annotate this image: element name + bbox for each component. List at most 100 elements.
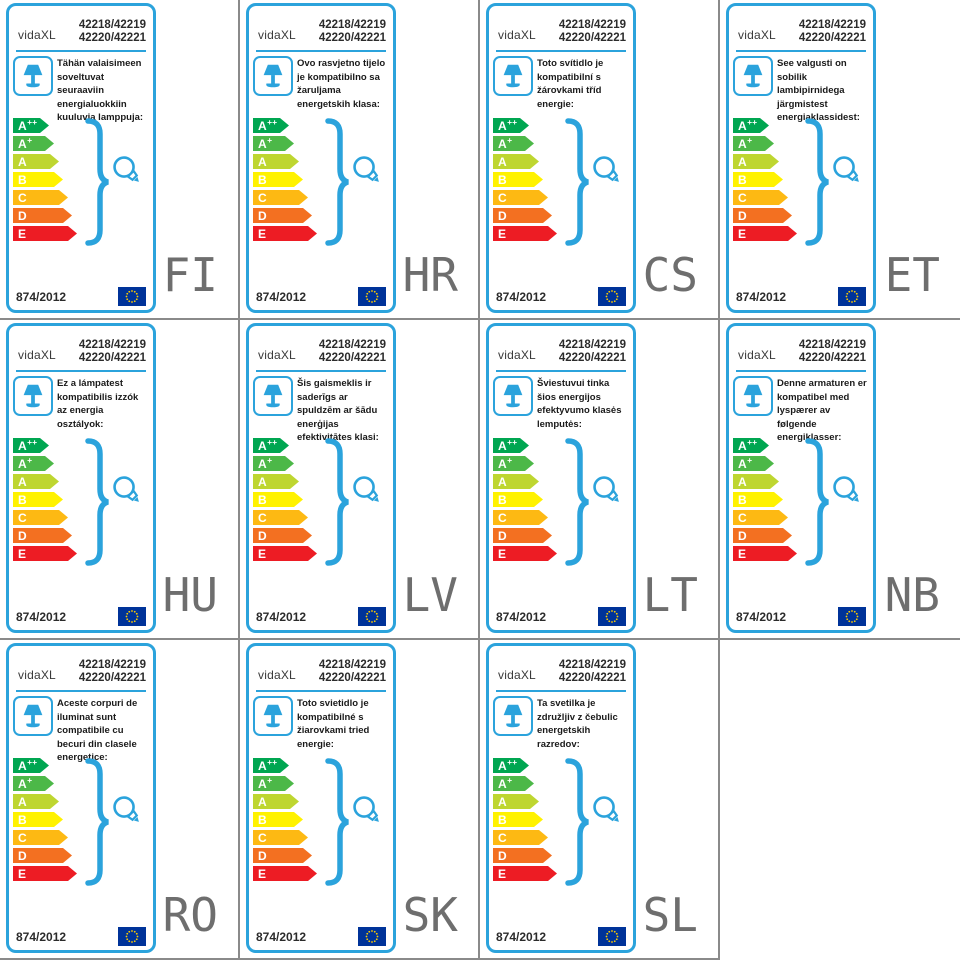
light-bulb-icon (593, 476, 619, 502)
light-bulb-icon (113, 156, 139, 182)
energy-class-letter: E (258, 226, 267, 241)
label-footer: 874/2012 (496, 287, 626, 306)
energy-class-arrow-a+: A + (253, 456, 294, 471)
energy-class-letter: A (258, 118, 267, 133)
energy-class-letter: C (498, 830, 507, 845)
model-numbers-line1: 42218/42219 (798, 339, 866, 351)
energy-class-arrow-a: A (13, 154, 59, 169)
label-cell: vidaXL 42218/42219 42220/42221 Toto svie… (240, 640, 480, 960)
model-numbers-line2: 42220/42221 (78, 32, 146, 44)
label-cell: vidaXL 42218/42219 42220/42221 Toto svít… (480, 0, 720, 320)
energy-class-letter: A (18, 758, 27, 773)
energy-class-sup: + (27, 135, 33, 146)
model-numbers-line1: 42218/42219 (78, 659, 146, 671)
energy-class-letter: B (498, 812, 507, 827)
energy-class-arrows: A ++ A + A B C D E (733, 118, 873, 241)
energy-class-arrows: A ++ A + A B C D E (493, 758, 633, 881)
model-numbers-line2: 42220/42221 (798, 352, 866, 364)
energy-class-letter: C (738, 510, 747, 525)
empty-cell (720, 640, 960, 960)
energy-class-arrow-a: A (493, 474, 539, 489)
energy-class-arrow-b: B (253, 812, 303, 827)
eu-flag-icon (358, 287, 386, 306)
energy-class-scale: A ++ A + A B C D E (13, 118, 153, 248)
energy-class-letter: A (18, 118, 27, 133)
header-divider (256, 50, 386, 52)
energy-class-sup: ++ (267, 757, 278, 768)
language-code: RO (162, 888, 218, 942)
model-numbers: 42218/42219 42220/42221 (799, 19, 866, 47)
energy-class-letter: A (258, 758, 267, 773)
description-row: Ovo rasvjetno tijelo je kompatibilno sa … (253, 56, 390, 120)
label-cell: vidaXL 42218/42219 42220/42221 Šviestuvu… (480, 320, 720, 640)
energy-class-letter: A (18, 456, 27, 471)
energy-class-arrow-a++: A ++ (493, 758, 529, 773)
energy-class-arrow-c: C (13, 830, 68, 845)
curly-brace (85, 438, 109, 566)
table-lamp-icon (493, 376, 533, 416)
brand-text: vidaXL (18, 348, 56, 362)
energy-class-arrow-e: E (13, 866, 77, 881)
compatibility-text: Ta svetilka je združljiv z čebulic energ… (537, 698, 618, 750)
energy-class-sup: + (27, 455, 33, 466)
energy-class-arrow-a: A (253, 794, 299, 809)
energy-class-arrow-d: D (253, 528, 312, 543)
eu-flag-icon (118, 607, 146, 626)
energy-class-letter: A (498, 456, 507, 471)
eu-flag-icon (598, 927, 626, 946)
compatibility-text: Denne armaturen er kompatibel med lyspær… (777, 378, 867, 443)
curly-brace (805, 438, 829, 566)
compatibility-text: Tähän valaisimeen soveltuvat seuraaviin … (57, 58, 144, 123)
energy-class-letter: D (498, 528, 507, 543)
label-cell: vidaXL 42218/42219 42220/42221 Šis gaism… (240, 320, 480, 640)
energy-class-sup: ++ (267, 117, 278, 128)
label-header: vidaXL 42218/42219 42220/42221 (9, 326, 153, 369)
regulation-number: 874/2012 (736, 609, 787, 624)
model-numbers-line2: 42220/42221 (558, 32, 626, 44)
energy-class-letter: A (738, 118, 747, 133)
language-code: SK (402, 888, 458, 942)
label-header: vidaXL 42218/42219 42220/42221 (9, 646, 153, 689)
energy-class-letter: A (258, 154, 267, 169)
brand-text: vidaXL (498, 348, 536, 362)
energy-class-letter: A (498, 776, 507, 791)
label-footer: 874/2012 (16, 607, 146, 626)
description-row: See valgusti on sobilik lambipirnidega j… (733, 56, 870, 123)
energy-class-arrow-a+: A + (13, 456, 54, 471)
energy-class-letter: A (498, 154, 507, 169)
language-code: LT (642, 568, 698, 622)
energy-class-sup: + (267, 775, 273, 786)
energy-class-arrow-b: B (493, 172, 543, 187)
model-numbers: 42218/42219 42220/42221 (79, 659, 146, 687)
language-code: SL (642, 888, 698, 942)
compatibility-text: Toto svietidlo je kompatibilné s žiarovk… (297, 698, 370, 750)
energy-class-sup: + (267, 455, 273, 466)
energy-class-arrow-b: B (733, 492, 783, 507)
energy-class-letter: B (738, 492, 747, 507)
brand-text: vidaXL (498, 668, 536, 682)
energy-class-letter: C (258, 190, 267, 205)
energy-class-sup: ++ (27, 757, 38, 768)
energy-class-sup: + (507, 135, 513, 146)
energy-class-arrow-c: C (493, 190, 548, 205)
energy-class-sup: + (507, 455, 513, 466)
energy-class-sup: ++ (507, 437, 518, 448)
label-footer: 874/2012 (736, 607, 866, 626)
brand-text: vidaXL (258, 28, 296, 42)
energy-class-sup: + (747, 135, 753, 146)
energy-class-arrows: A ++ A + A B C D E (13, 438, 153, 561)
model-numbers-line1: 42218/42219 (78, 19, 146, 31)
energy-class-sup: ++ (507, 117, 518, 128)
energy-class-arrow-e: E (13, 546, 77, 561)
model-numbers-line1: 42218/42219 (558, 659, 626, 671)
energy-class-arrow-b: B (13, 492, 63, 507)
light-bulb-icon (113, 796, 139, 822)
energy-class-arrow-e: E (13, 226, 77, 241)
description-row: Aceste corpuri de iluminat sunt compatib… (13, 696, 150, 763)
energy-class-arrow-a: A (253, 154, 299, 169)
energy-class-letter: A (18, 136, 27, 151)
model-numbers-line1: 42218/42219 (318, 19, 386, 31)
energy-class-arrow-e: E (733, 546, 797, 561)
model-numbers: 42218/42219 42220/42221 (319, 19, 386, 47)
energy-class-arrow-a: A (253, 474, 299, 489)
